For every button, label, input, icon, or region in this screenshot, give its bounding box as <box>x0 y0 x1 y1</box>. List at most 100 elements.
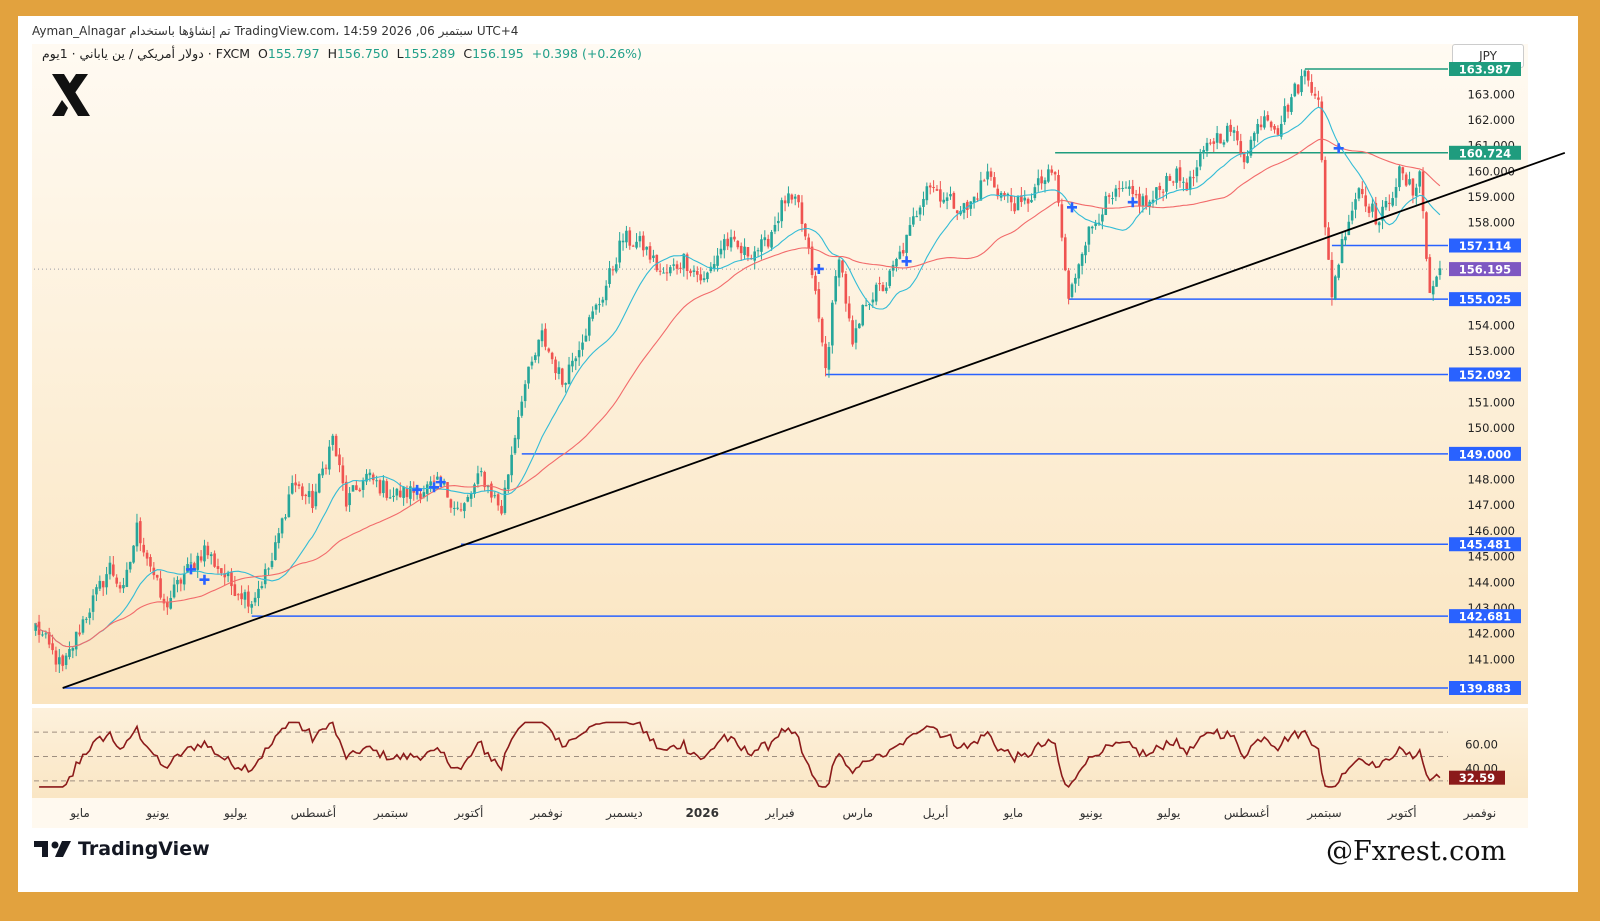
level-label-8: 139.883 <box>1459 682 1511 696</box>
candle-body <box>858 323 861 329</box>
candle-body <box>277 533 281 544</box>
candle-body <box>351 485 355 492</box>
candle-body <box>382 480 385 494</box>
candle-body <box>355 485 358 490</box>
candle-body <box>388 497 392 499</box>
candle-body <box>213 553 216 567</box>
candle-body <box>469 493 473 499</box>
candle-body <box>1371 203 1374 212</box>
candle-body <box>1030 199 1033 203</box>
candle-body <box>132 545 135 563</box>
candle-body <box>98 580 102 589</box>
candle-body <box>1374 202 1378 225</box>
cross-marker-9 <box>1333 143 1344 154</box>
level-label-5: 149.000 <box>1459 447 1511 461</box>
candle-body <box>885 287 888 291</box>
candle-body <box>861 305 865 326</box>
candle-body <box>604 285 608 301</box>
candle-body <box>1344 236 1347 241</box>
candle-body <box>665 272 669 274</box>
x-logo-icon <box>52 74 90 116</box>
current-price-label: 156.195 <box>1459 263 1511 277</box>
candle-body <box>871 299 875 303</box>
candle-body <box>182 573 186 585</box>
x-tick-label-2: يوليو <box>223 806 247 821</box>
candle-body <box>918 207 922 215</box>
candle-body <box>709 266 713 272</box>
candle-body <box>777 220 780 224</box>
level-tag-0 <box>1449 62 1521 76</box>
candle-body <box>1077 264 1081 279</box>
candle-body <box>287 494 291 518</box>
candle-body <box>115 577 119 584</box>
rsi-panel[interactable] <box>32 708 1528 798</box>
candle-body <box>1263 116 1266 128</box>
candle-body <box>820 318 824 343</box>
candle-body <box>250 604 254 608</box>
candle-body <box>1300 75 1303 93</box>
candle-body <box>1222 142 1226 145</box>
candle-body <box>361 480 365 490</box>
candle-body <box>581 342 584 350</box>
candle-body <box>547 348 551 352</box>
candle-body <box>1225 125 1229 142</box>
open-value: 155.797 <box>267 46 320 61</box>
candle-body <box>601 299 605 303</box>
candle-body <box>274 542 277 560</box>
tradingview-logo[interactable]: TradingView <box>34 838 210 860</box>
candle-body <box>962 203 966 213</box>
candle-body <box>1036 178 1040 186</box>
candle-body <box>1330 259 1334 298</box>
candle-body <box>591 311 594 319</box>
candle-body <box>702 278 706 281</box>
candle-body <box>935 189 939 191</box>
candle-body <box>368 472 372 476</box>
candle-body <box>631 245 635 247</box>
candle-body <box>1161 191 1165 193</box>
candle-body <box>513 437 517 454</box>
x-tick-label-1: يونيو <box>145 806 169 821</box>
candle-body <box>301 486 304 497</box>
candle-body <box>1006 193 1010 196</box>
candle-body <box>172 584 176 598</box>
candle-body <box>294 482 297 486</box>
x-tick-label-13: يونيو <box>1079 806 1103 821</box>
level-tag-4 <box>1449 367 1521 382</box>
candle-body <box>1357 188 1361 199</box>
candle-body <box>1165 176 1168 192</box>
candle-body <box>743 246 746 255</box>
candle-body <box>344 481 348 507</box>
trendline <box>62 151 1566 689</box>
candle-body <box>1175 168 1178 183</box>
rsi-value-label: 32.59 <box>1459 771 1495 785</box>
candle-body <box>1124 187 1128 189</box>
candle-body <box>888 270 892 286</box>
candle-body <box>1134 194 1138 196</box>
candle-body <box>1080 253 1084 266</box>
candle-body <box>34 623 37 631</box>
candle-body <box>220 568 223 574</box>
candle-body <box>618 240 621 263</box>
candle-body <box>196 555 200 570</box>
candle-body <box>952 192 956 209</box>
candle-body <box>85 618 88 620</box>
cross-marker-3 <box>429 482 440 493</box>
candle-body <box>483 472 486 488</box>
candle-body <box>1182 181 1185 183</box>
high-value: 156.750 <box>336 46 389 61</box>
level-label-2: 157.114 <box>1459 239 1511 253</box>
candle-body <box>1364 195 1367 207</box>
x-tick-label-15: أغسطس <box>1224 805 1269 821</box>
level-label-4: 152.092 <box>1459 368 1511 382</box>
candle-body <box>780 200 783 222</box>
x-tick-label-10: مارس <box>843 806 874 821</box>
candle-body <box>993 177 996 188</box>
candle-body <box>1040 176 1043 184</box>
candle-body <box>317 473 321 493</box>
candle-body <box>476 473 480 484</box>
candle-body <box>61 655 64 666</box>
candle-body <box>1360 189 1364 195</box>
candle-body <box>193 563 196 569</box>
candle-body <box>895 259 898 267</box>
candle-body <box>658 270 662 272</box>
